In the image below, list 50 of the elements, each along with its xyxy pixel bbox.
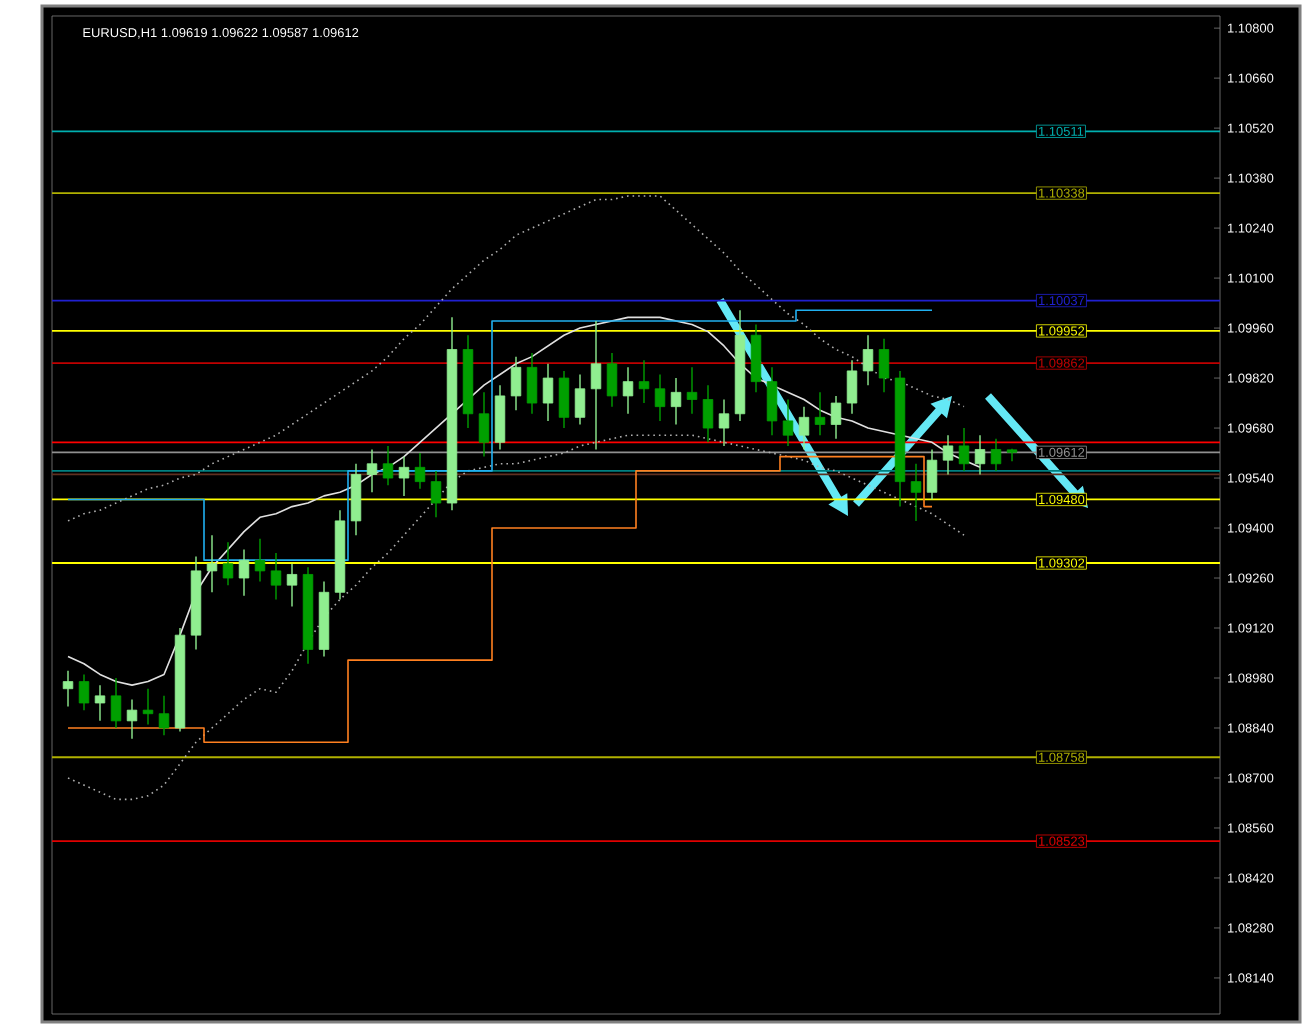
candlestick bbox=[878, 338, 890, 394]
candlestick bbox=[222, 541, 234, 586]
candlestick bbox=[414, 452, 426, 490]
candlestick bbox=[862, 334, 874, 386]
candlestick bbox=[910, 463, 922, 522]
candlestick bbox=[382, 445, 394, 486]
candlestick bbox=[926, 448, 938, 501]
candlestick bbox=[686, 366, 698, 415]
candlestick bbox=[286, 563, 298, 608]
candlestick bbox=[638, 359, 650, 404]
candlestick bbox=[430, 470, 442, 519]
candlestick bbox=[510, 355, 522, 411]
candlestick bbox=[78, 673, 90, 711]
candlestick bbox=[238, 548, 250, 597]
candlestick bbox=[62, 670, 74, 708]
candlestick bbox=[990, 438, 1002, 472]
candlestick bbox=[670, 377, 682, 426]
candlestick bbox=[606, 352, 618, 408]
candlestick bbox=[702, 384, 714, 444]
candlestick bbox=[942, 434, 954, 476]
candlestick bbox=[94, 684, 106, 722]
candlestick bbox=[110, 677, 122, 729]
candlestick bbox=[350, 463, 362, 536]
candlestick bbox=[366, 448, 378, 494]
candlestick bbox=[654, 373, 666, 422]
candlestick bbox=[494, 384, 506, 451]
candlestick bbox=[846, 359, 858, 415]
candlestick bbox=[206, 534, 218, 593]
candlestick bbox=[750, 323, 762, 394]
candlestick bbox=[270, 552, 282, 601]
candlestick bbox=[782, 398, 794, 447]
candlestick bbox=[254, 538, 266, 583]
candlestick bbox=[542, 363, 554, 422]
candlestick bbox=[526, 352, 538, 415]
candlestick bbox=[718, 398, 730, 447]
candlestick bbox=[142, 688, 154, 726]
candlestick bbox=[766, 366, 778, 436]
candlestick bbox=[974, 434, 986, 476]
candlestick bbox=[478, 391, 490, 458]
candlestick bbox=[590, 320, 602, 451]
candlestick bbox=[814, 391, 826, 436]
candlestick bbox=[398, 455, 410, 497]
candlestick bbox=[798, 405, 810, 451]
candlestick bbox=[830, 395, 842, 440]
candlestick bbox=[574, 373, 586, 426]
candlestick bbox=[558, 370, 570, 429]
candlestick bbox=[622, 366, 634, 415]
candlestick bbox=[126, 698, 138, 740]
candlestick bbox=[958, 427, 970, 472]
candlestick bbox=[158, 695, 170, 736]
